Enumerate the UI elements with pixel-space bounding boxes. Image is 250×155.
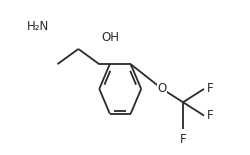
Text: F: F	[207, 109, 214, 122]
Text: H₂N: H₂N	[27, 20, 49, 33]
Text: F: F	[180, 133, 186, 146]
Text: F: F	[207, 82, 214, 95]
Text: OH: OH	[101, 31, 119, 44]
Text: O: O	[158, 82, 167, 95]
